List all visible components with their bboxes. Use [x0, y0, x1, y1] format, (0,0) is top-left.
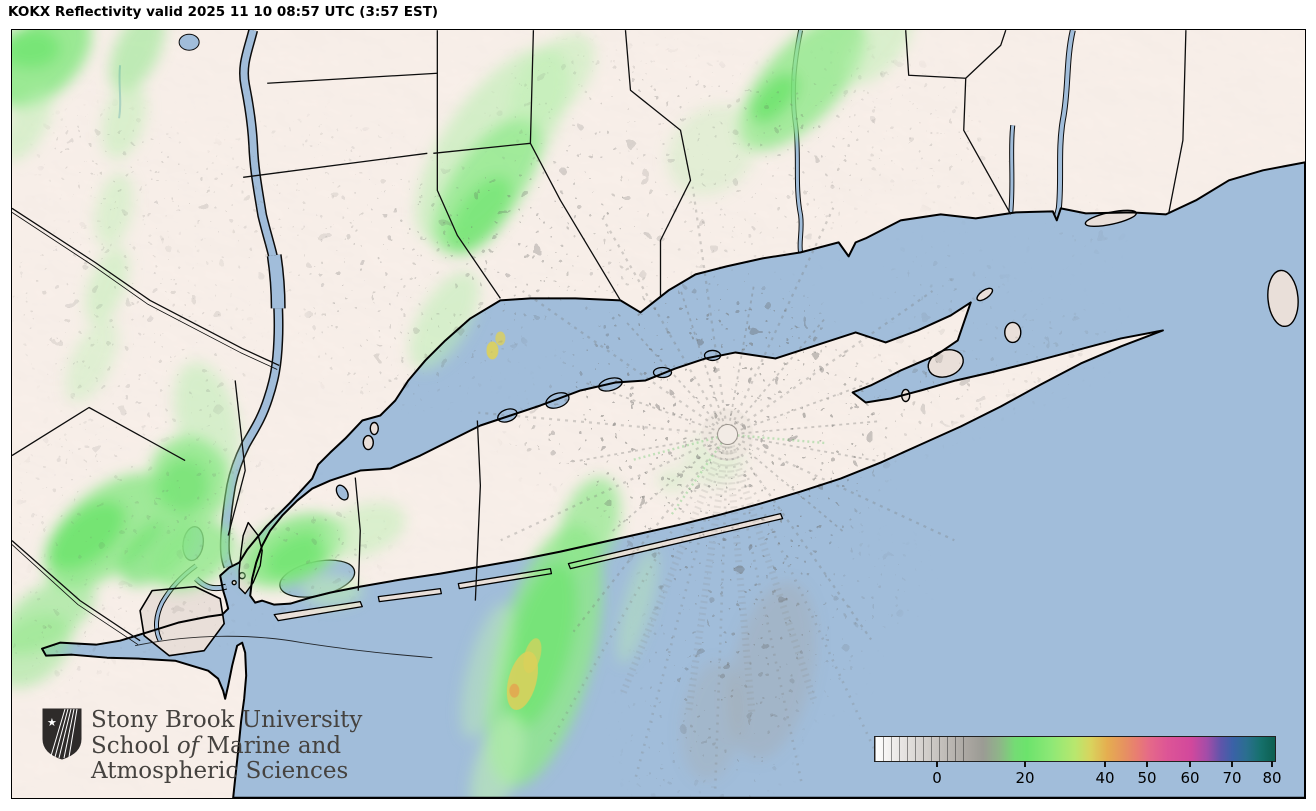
radar-map	[12, 30, 1305, 798]
colorbar-label: 70	[1222, 769, 1242, 787]
colorbar-label: 80	[1262, 769, 1282, 787]
colorbar-tick	[1231, 761, 1233, 767]
colorbar-tick	[936, 761, 938, 767]
ground-clutter	[12, 30, 1305, 798]
colorbar-gradient	[874, 736, 1276, 762]
colorbar-tick	[1271, 761, 1273, 767]
colorbar-tick	[1146, 761, 1148, 767]
sbu-logo: ★ Stony Brook University School of Marin…	[42, 707, 363, 785]
sbu-logo-line1: Stony Brook University	[91, 707, 363, 733]
colorbar-label: 60	[1180, 769, 1200, 787]
colorbar-tick	[1104, 761, 1106, 767]
colorbar-tick	[1024, 761, 1026, 767]
sbu-logo-line2: School of Marine and	[91, 732, 342, 759]
sbu-shield-icon: ★	[42, 708, 82, 760]
reflectivity-colorbar: 0 20 40 50 60 70 80	[874, 736, 1282, 811]
sbu-logo-text: Stony Brook University School of Marine …	[91, 707, 363, 785]
colorbar-tick	[1189, 761, 1191, 767]
colorbar-label: 50	[1137, 769, 1157, 787]
colorbar-label: 40	[1095, 769, 1115, 787]
radar-site-marker	[717, 424, 739, 446]
map-container: ★ Stony Brook University School of Marin…	[11, 29, 1306, 799]
shield-star-icon: ★	[47, 716, 57, 729]
sbu-logo-line3: Atmospheric Sciences	[91, 758, 349, 784]
colorbar-label: 20	[1015, 769, 1035, 787]
page-title: KOKX Reflectivity valid 2025 11 10 08:57…	[8, 4, 439, 20]
political-boundaries	[12, 30, 1187, 659]
colorbar-label: 0	[932, 769, 942, 787]
